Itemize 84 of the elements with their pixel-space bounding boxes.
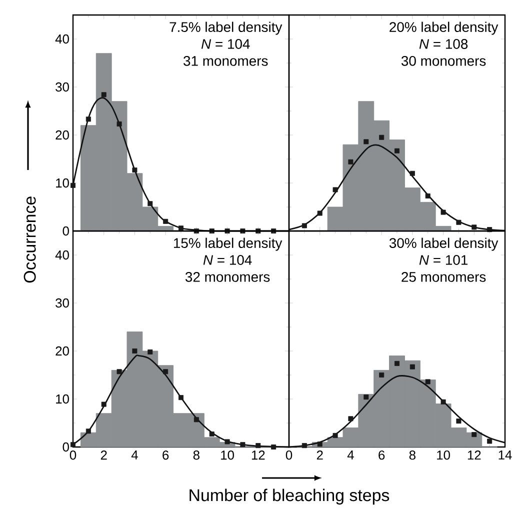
annotation: N = 104 [201,39,250,49]
point [425,379,430,384]
point [425,193,430,198]
point [101,402,106,407]
annotation: 30% label density [389,238,498,251]
annotation: 31 monomers [184,56,268,66]
x-tick-label: 2 [316,450,323,460]
point [116,369,122,374]
x-axis-title: Number of bleaching steps [190,488,390,505]
point [472,432,477,438]
point [86,428,91,434]
x-tick-label: 14 [498,450,512,460]
point [70,442,76,448]
point [178,395,184,400]
x-tick-label: 10 [221,450,234,460]
y-tick-label: 0 [62,226,69,236]
annotation: 15% label density [174,238,282,251]
point [132,348,138,354]
point [148,201,153,206]
point [70,182,76,188]
x-tick-label: 6 [162,450,169,460]
y-tick-label: 20 [56,346,69,356]
point [410,364,415,370]
point [209,432,214,437]
x-tick-label: 0 [286,450,292,460]
annotation: 25 monomers [402,272,486,282]
point [364,394,369,400]
annotation: 7.5% label density [170,22,282,35]
point [348,159,354,164]
x-tick-label: 6 [378,450,385,460]
y-tick-label: 30 [56,82,69,92]
y-tick-label: 10 [56,178,69,188]
x-tick-label: 12 [468,450,481,460]
y-tick-label: 30 [56,298,69,308]
y-tick-label: 40 [55,250,69,260]
point [364,139,369,144]
y-tick-label: 20 [56,130,69,140]
point [86,116,91,122]
point [163,369,168,374]
x-tick-label: 4 [347,450,354,460]
point [410,170,415,176]
point [256,443,261,448]
y-tick-label: 10 [56,394,69,404]
point [348,416,354,422]
point [194,417,199,422]
point [271,444,276,450]
point [440,399,446,404]
x-tick-label: 0 [70,450,76,460]
x-tick-label: 2 [100,450,107,460]
point [379,134,384,140]
point [456,220,462,225]
x-tick-label: 4 [131,450,138,460]
point [317,210,322,216]
x-tick-label: 8 [193,450,200,460]
point [472,224,477,230]
point [394,360,400,366]
point [178,226,184,231]
point [302,443,307,448]
annotation: 30 monomers [401,56,486,66]
point [379,372,384,378]
annotation: N = 104 [203,255,252,265]
point [487,438,492,444]
annotation: N = 101 [419,255,468,265]
annotation: 32 monomers [185,272,270,282]
point [240,442,246,448]
point [116,121,122,126]
x-tick-label: 12 [252,450,265,460]
point [302,223,307,228]
y-tick-label: 40 [55,34,69,44]
point [440,210,446,215]
point [394,148,400,154]
point [163,218,168,224]
point [101,92,106,98]
point [148,349,153,354]
point [332,432,338,438]
y-tick-label: 0 [62,442,69,452]
point [456,418,462,424]
point [132,168,138,173]
annotation: 20% label density [390,22,498,35]
x-tick-label: 8 [409,450,416,460]
annotation: N = 108 [419,39,468,49]
point [332,187,338,192]
x-tick-label: 10 [437,450,450,460]
y-axis-title: Occurrence [24,196,36,283]
